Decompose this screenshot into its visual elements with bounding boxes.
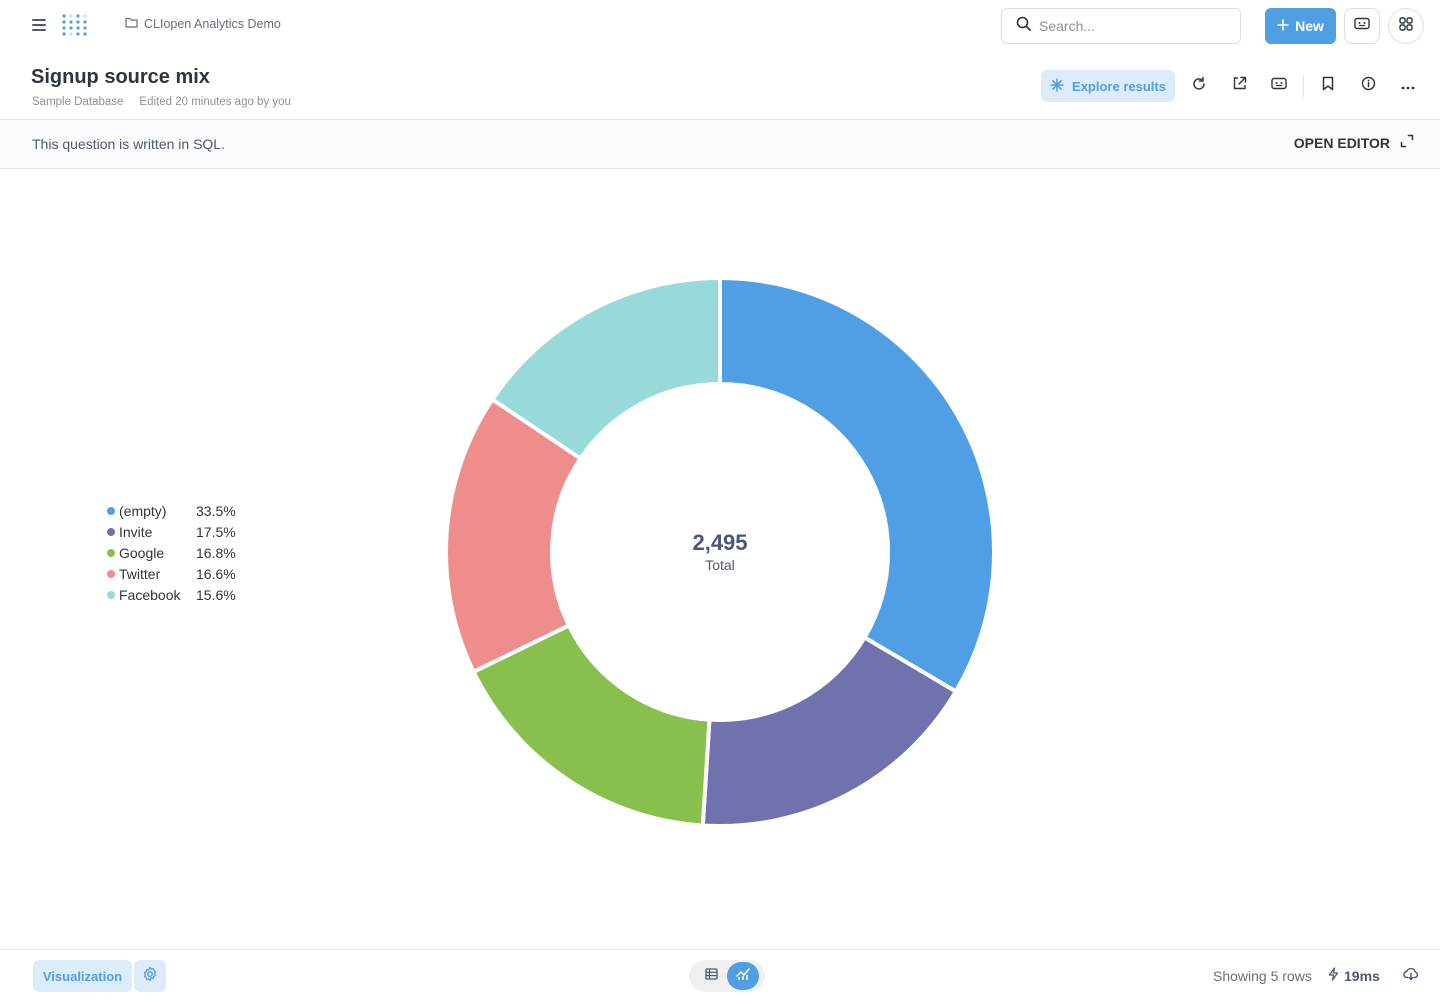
execution-time: 19ms xyxy=(1328,967,1380,984)
collection-name: CLIopen Analytics Demo xyxy=(144,17,281,31)
legend-label: Twitter xyxy=(119,565,161,582)
refresh-icon xyxy=(1191,76,1207,97)
cloud-download-icon xyxy=(1403,967,1419,986)
legend-dot xyxy=(107,527,115,536)
donut-slice-facebook[interactable] xyxy=(490,276,722,461)
table-icon xyxy=(704,967,718,985)
table-view-toggle[interactable] xyxy=(701,966,721,986)
open-editor-label: OPEN EDITOR xyxy=(1293,134,1390,151)
info-button[interactable] xyxy=(1356,74,1380,98)
legend-item[interactable]: (empty) 33.5% xyxy=(107,500,246,521)
chart-legend: (empty) 33.5% Invite 17.5% Google 16.8% Twitte… xyxy=(107,500,246,605)
bookmark-button[interactable] xyxy=(1316,74,1340,98)
legend-label: Facebook xyxy=(119,586,181,603)
download-button[interactable] xyxy=(1401,966,1421,986)
collection-breadcrumb[interactable]: CLIopen Analytics Demo xyxy=(125,17,281,31)
legend-label: Google xyxy=(119,544,165,561)
donut-slice-empty[interactable] xyxy=(718,276,996,694)
donut-chart xyxy=(444,276,996,828)
donut-total-value: 2,495 xyxy=(692,530,748,555)
search-input[interactable] xyxy=(1039,18,1219,34)
more-options-button[interactable] xyxy=(1396,74,1420,98)
metabot-button[interactable] xyxy=(1344,8,1380,44)
folder-icon xyxy=(125,17,138,31)
legend-percent: 16.6% xyxy=(196,565,236,582)
grid-icon xyxy=(1399,16,1413,36)
explore-results-button[interactable]: Explore results xyxy=(1041,70,1175,102)
lightning-icon xyxy=(1328,967,1339,984)
legend-label: (empty) xyxy=(119,502,167,519)
execution-time-value: 19ms xyxy=(1344,967,1380,984)
explore-results-label: Explore results xyxy=(1072,78,1166,94)
apps-button[interactable] xyxy=(1388,8,1424,44)
legend-percent: 33.5% xyxy=(196,502,236,519)
refresh-button[interactable] xyxy=(1187,74,1211,98)
legend-item[interactable]: Google 16.8% xyxy=(107,542,246,563)
visualization-button[interactable]: Visualization xyxy=(33,960,132,992)
line-chart-icon xyxy=(735,967,751,985)
new-button-label: New xyxy=(1295,18,1324,34)
expand-icon xyxy=(1400,134,1414,151)
share-button[interactable] xyxy=(1227,74,1251,98)
metabase-logo-icon[interactable] xyxy=(60,10,90,40)
legend-dot xyxy=(107,548,115,557)
question-meta: Sample Database Edited 20 minutes ago by… xyxy=(32,96,291,108)
metabot-icon xyxy=(1271,77,1287,96)
question-title[interactable]: Signup source mix xyxy=(31,66,210,88)
bookmark-icon xyxy=(1322,76,1334,96)
metabot-chat-button[interactable] xyxy=(1267,74,1291,98)
banner-text: This question is written in SQL. xyxy=(32,136,225,152)
top-navbar: CLIopen Analytics Demo New xyxy=(0,0,1440,52)
chart-settings-button[interactable] xyxy=(134,960,166,992)
legend-item[interactable]: Twitter 16.6% xyxy=(107,563,246,584)
legend-label: Invite xyxy=(119,523,153,540)
legend-item[interactable]: Facebook 15.6% xyxy=(107,584,246,605)
hamburger-menu-icon[interactable] xyxy=(28,14,50,36)
new-button[interactable]: New xyxy=(1265,8,1336,44)
legend-dot xyxy=(107,590,115,599)
query-footer: Visualization Showing 5 rows 19ms xyxy=(0,949,1440,1000)
metabot-icon xyxy=(1354,17,1370,36)
header-divider xyxy=(1303,75,1304,97)
legend-dot xyxy=(107,569,115,578)
plus-icon xyxy=(1277,18,1289,34)
ellipsis-icon xyxy=(1401,77,1415,95)
gear-icon xyxy=(142,966,158,987)
legend-percent: 17.5% xyxy=(196,523,236,540)
database-link[interactable]: Sample Database xyxy=(32,96,124,108)
legend-percent: 15.6% xyxy=(196,586,236,603)
sparkle-icon xyxy=(1050,77,1064,95)
info-icon xyxy=(1361,76,1376,96)
donut-total-label: Total xyxy=(705,557,735,573)
legend-percent: 16.8% xyxy=(196,544,236,561)
search-icon xyxy=(1016,16,1031,36)
native-query-banner: This question is written in SQL. OPEN ED… xyxy=(0,119,1440,169)
share-icon xyxy=(1232,76,1247,96)
chart-view-toggle[interactable] xyxy=(727,962,759,990)
legend-dot xyxy=(107,506,115,515)
open-editor-button[interactable]: OPEN EDITOR xyxy=(1294,134,1414,151)
search-box[interactable] xyxy=(1001,8,1241,44)
legend-item[interactable]: Invite 17.5% xyxy=(107,521,246,542)
view-toggle xyxy=(689,960,765,992)
row-count: Showing 5 rows xyxy=(1213,968,1312,984)
edited-info[interactable]: Edited 20 minutes ago by you xyxy=(139,96,291,108)
